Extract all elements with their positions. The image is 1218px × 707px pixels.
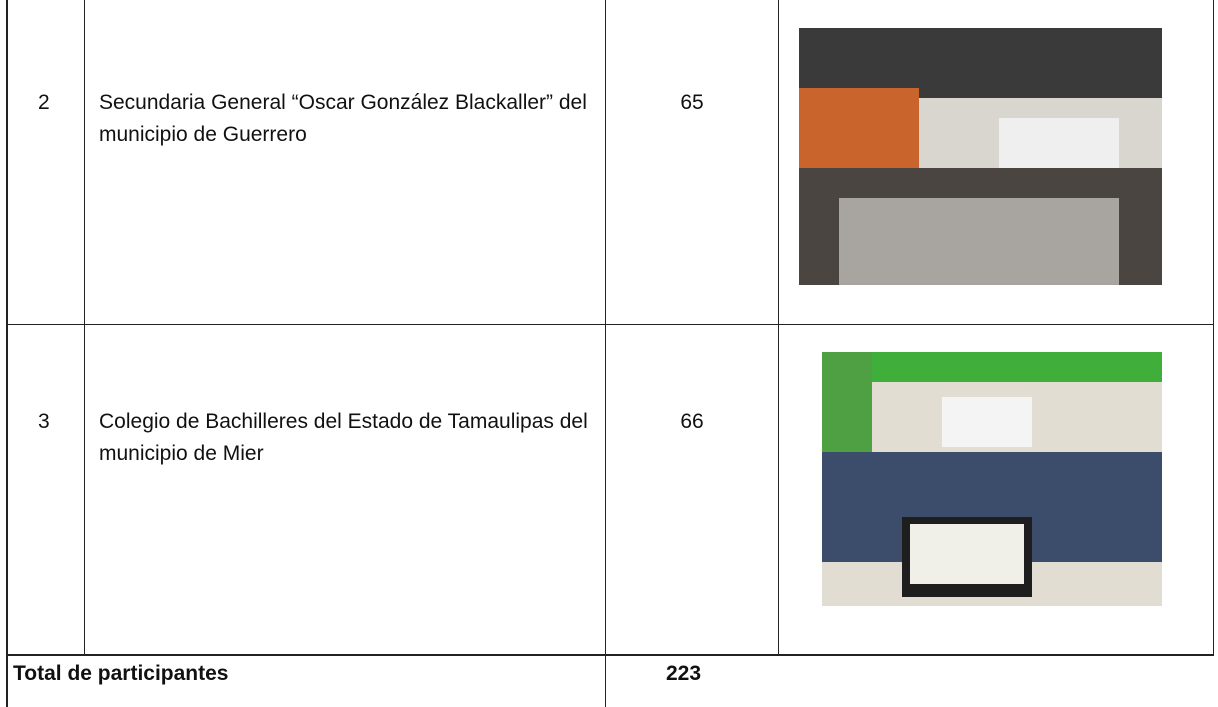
border	[6, 654, 1214, 656]
school: Secundaria General “Oscar González Black…	[99, 87, 589, 151]
participants: 66	[606, 406, 778, 438]
photo	[799, 28, 1162, 285]
row-number: 2	[38, 87, 50, 119]
border	[778, 0, 779, 655]
participants: 65	[606, 87, 778, 119]
row-number: 3	[38, 406, 50, 438]
border	[6, 324, 1214, 325]
photo	[822, 352, 1162, 606]
border	[84, 0, 85, 655]
total-label: Total de participantes	[13, 658, 229, 690]
total-value: 223	[666, 658, 701, 690]
border	[1213, 0, 1214, 655]
document: 2 Secundaria General “Oscar González Bla…	[0, 0, 1218, 707]
school: Colegio de Bachilleres del Estado de Tam…	[99, 406, 589, 470]
border	[6, 0, 8, 707]
